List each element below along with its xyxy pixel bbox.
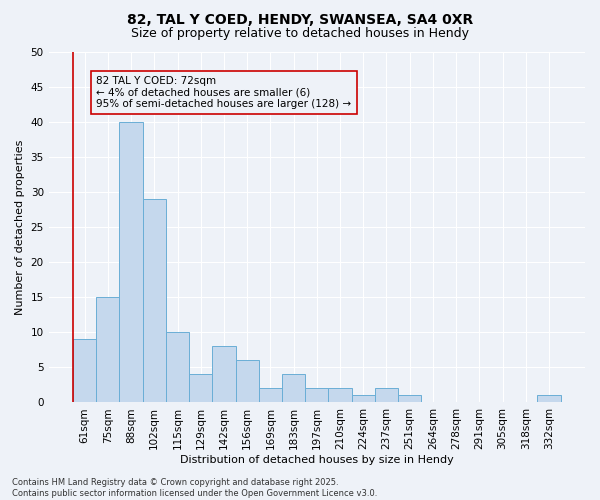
Bar (119, 122, 143, 402)
X-axis label: Distribution of detached houses by size in Hendy: Distribution of detached houses by size … (180, 455, 454, 465)
Bar (398, 396, 421, 402)
Bar (96, 297, 119, 403)
Text: 82, TAL Y COED, HENDY, SWANSEA, SA4 0XR: 82, TAL Y COED, HENDY, SWANSEA, SA4 0XR (127, 12, 473, 26)
Text: 82 TAL Y COED: 72sqm
← 4% of detached houses are smaller (6)
95% of semi-detache: 82 TAL Y COED: 72sqm ← 4% of detached ho… (96, 76, 352, 110)
Bar (375, 388, 398, 402)
Bar (352, 396, 375, 402)
Bar (282, 374, 305, 402)
Bar (73, 340, 96, 402)
Bar (328, 388, 352, 402)
Bar (538, 396, 560, 402)
Bar (212, 346, 236, 403)
Bar (305, 388, 328, 402)
Bar (236, 360, 259, 403)
Bar (259, 388, 282, 402)
Text: Contains HM Land Registry data © Crown copyright and database right 2025.
Contai: Contains HM Land Registry data © Crown c… (12, 478, 377, 498)
Bar (189, 374, 212, 402)
Text: Size of property relative to detached houses in Hendy: Size of property relative to detached ho… (131, 28, 469, 40)
Bar (143, 199, 166, 402)
Bar (166, 332, 189, 402)
Y-axis label: Number of detached properties: Number of detached properties (15, 140, 25, 314)
